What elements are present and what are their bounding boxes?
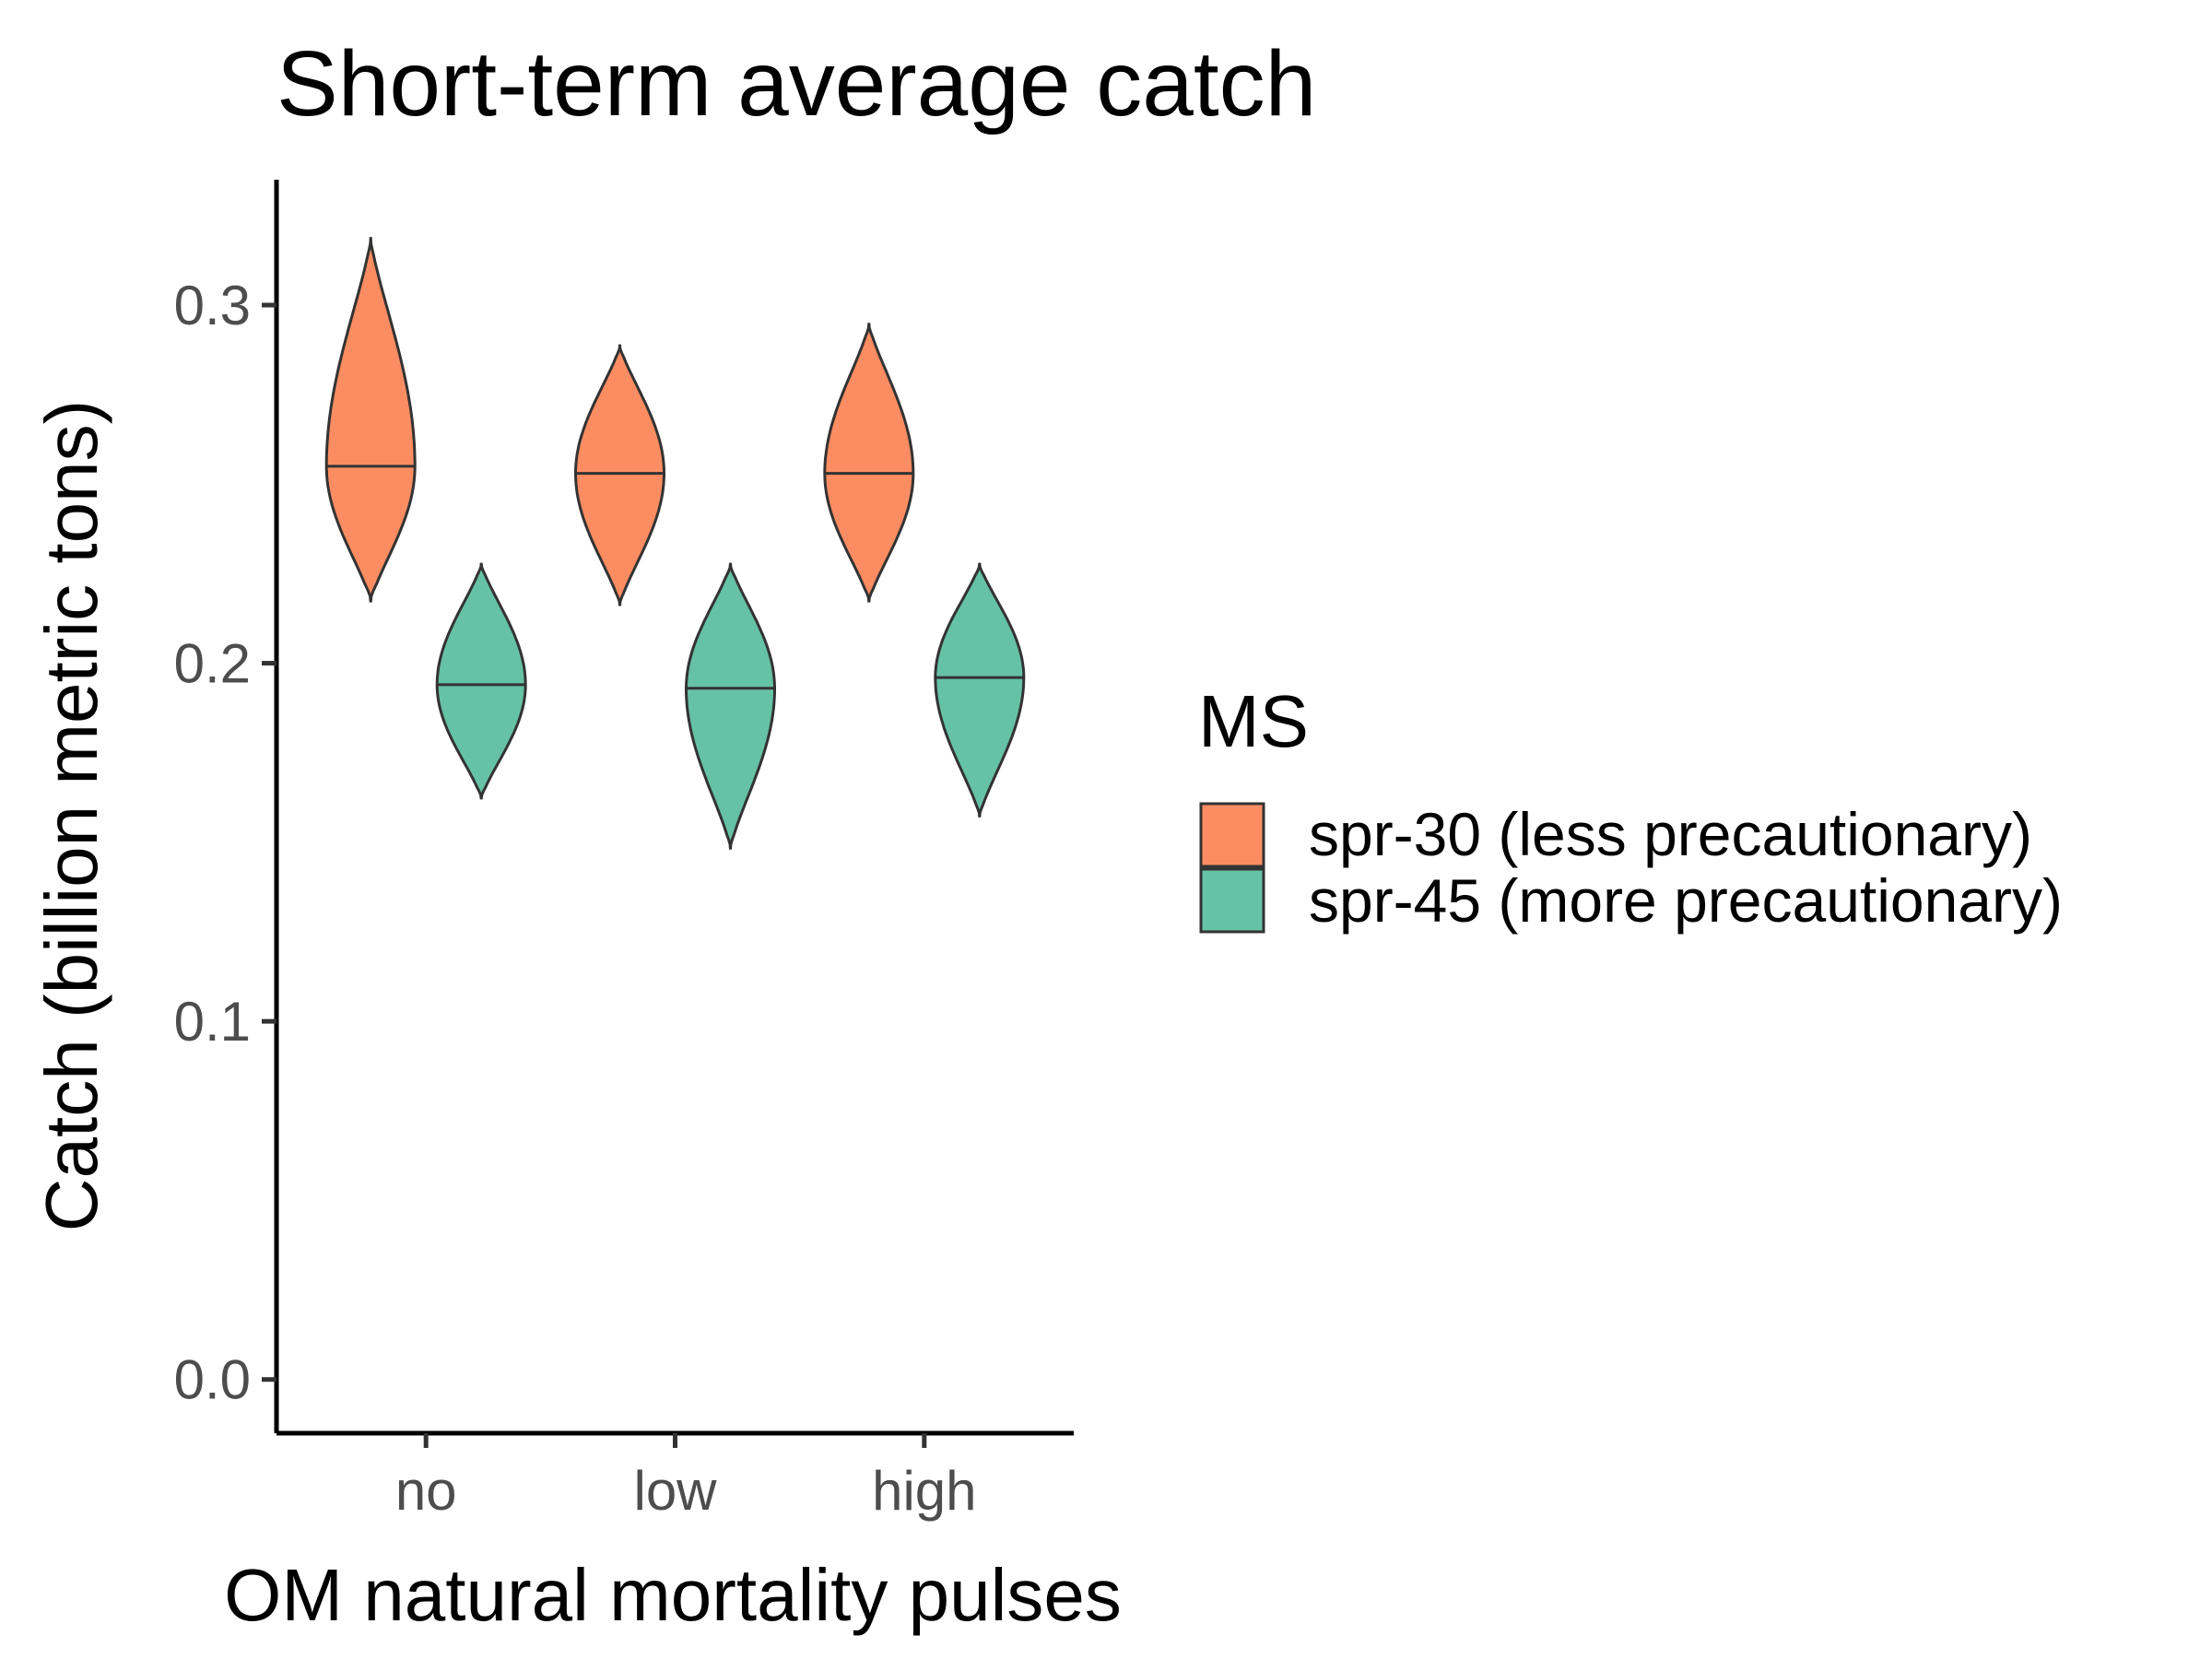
x-axis: no low high bbox=[276, 1430, 1074, 1522]
y-axis-title: Catch (billion metric tons) bbox=[30, 400, 112, 1232]
legend-label-spr-30: spr-30 (less precautionary) bbox=[1309, 800, 2032, 868]
x-tick-label: no bbox=[395, 1460, 457, 1522]
chart-title: Short-term average catch bbox=[276, 32, 1316, 135]
legend-key-spr-45 bbox=[1199, 867, 1265, 934]
legend-label-spr-45: spr-45 (more precautionary) bbox=[1309, 866, 2063, 935]
violin-spr-45-high bbox=[934, 562, 1026, 818]
legend-key-spr-30 bbox=[1199, 802, 1265, 868]
x-tick-label: high bbox=[872, 1460, 976, 1522]
y-tick-label: 0.0 bbox=[174, 1349, 251, 1411]
violin-spr-30-low bbox=[574, 344, 665, 606]
legend: MS spr-30 (less precautionary) spr-45 (m… bbox=[1198, 680, 2063, 935]
violin-spr-45-low bbox=[685, 562, 776, 850]
violin-spr-45-no bbox=[435, 562, 527, 800]
x-axis-title: OM natural mortality pulses bbox=[224, 1554, 1122, 1636]
y-tick-label: 0.2 bbox=[174, 633, 251, 695]
violin-spr-30-no bbox=[324, 237, 417, 603]
y-tick-label: 0.3 bbox=[174, 275, 251, 336]
y-tick-label: 0.1 bbox=[174, 991, 251, 1053]
x-tick-label: low bbox=[633, 1460, 717, 1522]
violins-group bbox=[324, 237, 1026, 850]
y-axis: 0.0 0.1 0.2 0.3 bbox=[174, 180, 279, 1433]
violin-spr-30-high bbox=[823, 323, 915, 603]
legend-title: MS bbox=[1198, 680, 1309, 762]
